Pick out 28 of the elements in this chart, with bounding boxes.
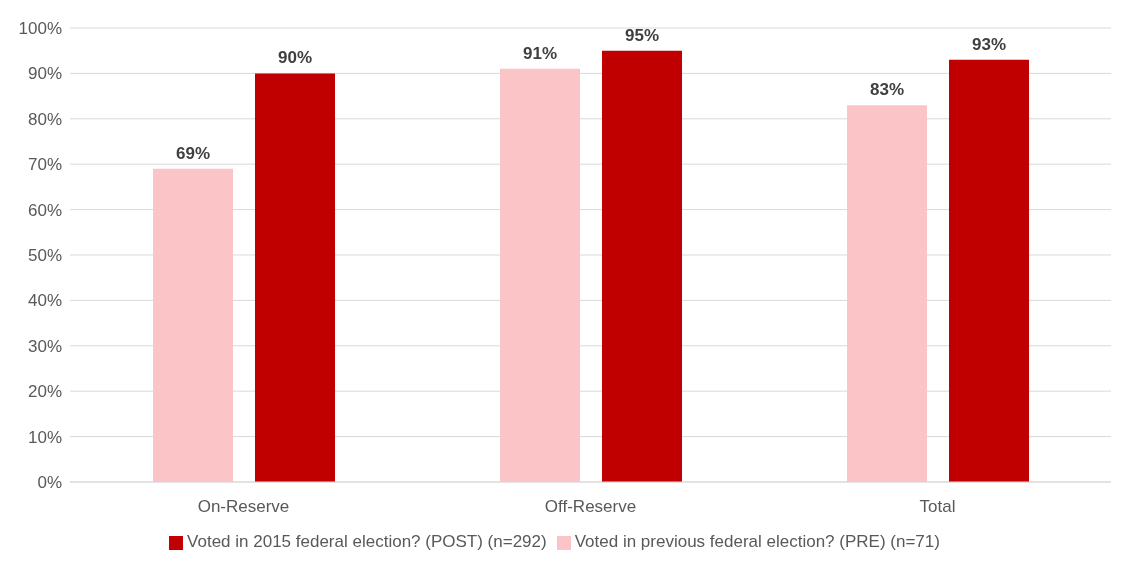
y-tick-label: 0% bbox=[37, 473, 62, 493]
y-tick-label: 50% bbox=[27, 246, 62, 266]
data-label: 93% bbox=[971, 34, 1007, 54]
y-tick-label: 70% bbox=[27, 155, 62, 175]
data-label: 83% bbox=[869, 80, 905, 100]
y-tick-label: 20% bbox=[27, 382, 62, 402]
data-label: 69% bbox=[175, 143, 211, 163]
bar bbox=[153, 168, 233, 482]
legend-label: Voted in 2015 federal election? (POST) (n=292) bbox=[187, 532, 547, 551]
y-tick-label: 60% bbox=[27, 200, 62, 220]
data-label: 90% bbox=[277, 48, 313, 68]
y-tick-label: 40% bbox=[27, 291, 62, 311]
bar bbox=[602, 50, 682, 482]
y-tick-label: 100% bbox=[18, 19, 62, 39]
bar bbox=[847, 105, 927, 482]
x-tick-label: Off-Reserve bbox=[544, 497, 637, 517]
bar bbox=[255, 73, 335, 482]
y-tick-label: 90% bbox=[27, 64, 62, 84]
x-tick-label: Total bbox=[919, 497, 956, 517]
y-tick-label: 80% bbox=[27, 109, 62, 129]
legend-label: Voted in previous federal election? (PRE) (n=71) bbox=[574, 532, 940, 551]
bar bbox=[949, 59, 1029, 482]
x-tick-label: On-Reserve bbox=[197, 497, 290, 517]
y-tick-label: 10% bbox=[27, 427, 62, 447]
data-label: 91% bbox=[522, 43, 558, 63]
data-label: 95% bbox=[624, 25, 660, 45]
bar bbox=[500, 68, 580, 482]
y-tick-label: 30% bbox=[27, 336, 62, 356]
